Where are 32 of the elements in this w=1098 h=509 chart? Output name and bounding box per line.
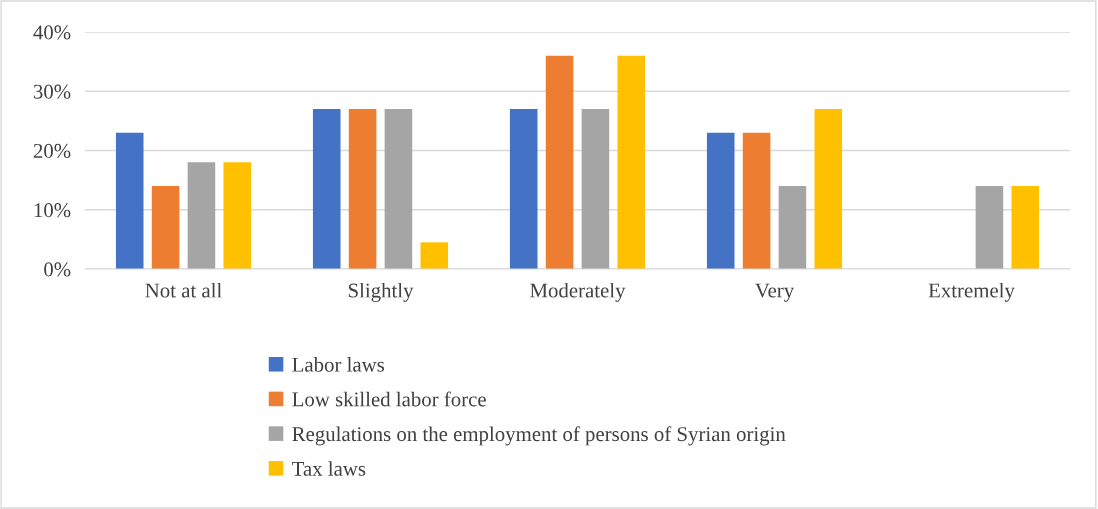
bar xyxy=(581,109,610,269)
bar xyxy=(778,186,807,269)
y-tick-label: 0% xyxy=(44,262,71,277)
bar xyxy=(151,186,180,269)
legend-label: Tax laws xyxy=(292,461,366,476)
bar xyxy=(348,109,377,269)
x-tick-label: Very xyxy=(755,283,795,302)
y-tick-label: 30% xyxy=(33,84,71,99)
y-tick-label: 10% xyxy=(34,203,71,218)
legend-label: Low skilled labor force xyxy=(292,391,486,407)
x-tick-label: Not at all xyxy=(145,282,222,298)
bar xyxy=(223,162,252,269)
bar xyxy=(742,132,771,269)
bar xyxy=(312,109,341,269)
bar xyxy=(115,132,144,269)
x-tick-label: Extremely xyxy=(928,282,1015,302)
bar xyxy=(1011,186,1040,269)
bar xyxy=(706,132,735,269)
bar xyxy=(975,186,1004,269)
legend-label: Regulations on the employment of persons of Syrian origin xyxy=(292,426,786,446)
y-tick-label: 20% xyxy=(33,143,71,158)
bar xyxy=(509,109,538,269)
bar xyxy=(420,242,449,269)
bar xyxy=(545,55,574,269)
bar xyxy=(617,55,646,269)
x-tick-label: Slightly xyxy=(348,282,414,302)
bar xyxy=(187,162,216,269)
bar xyxy=(384,109,413,269)
legend-label: Labor laws xyxy=(292,357,385,372)
bar xyxy=(814,109,843,269)
y-tick-label: 40% xyxy=(33,25,71,40)
x-tick-label: Moderately xyxy=(530,282,626,302)
